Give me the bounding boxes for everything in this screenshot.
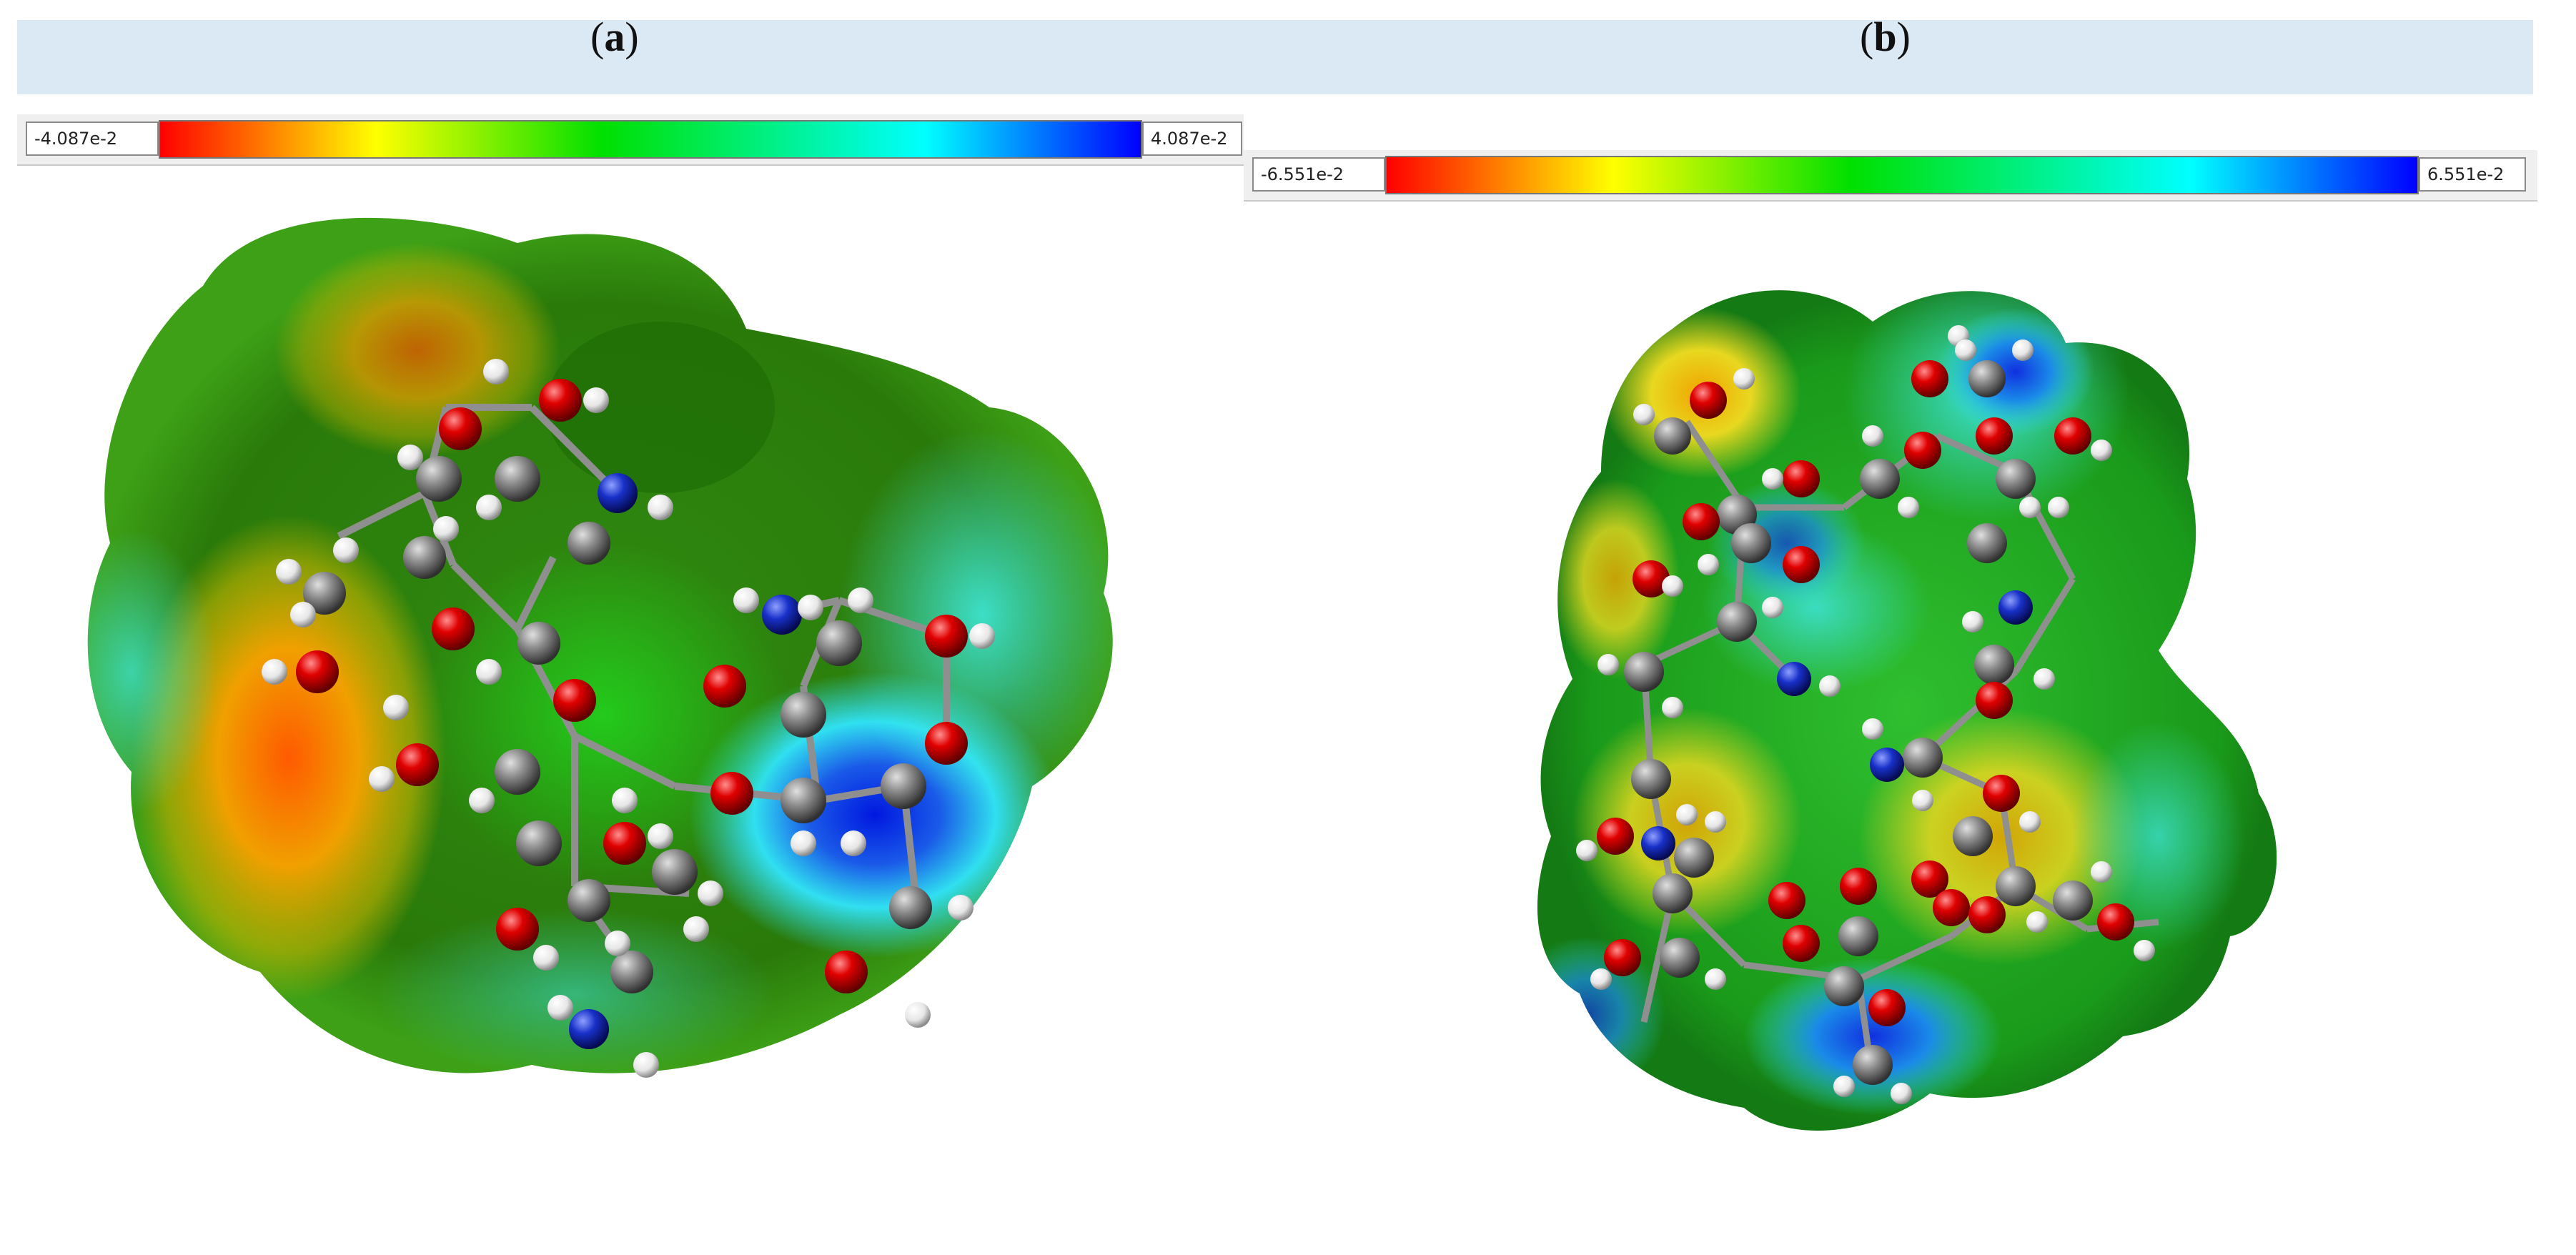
molecule-surface-a (87, 217, 1113, 1078)
scale-max-value-b: 6.551e-2 (2419, 157, 2526, 192)
panel-header-bar (17, 20, 2533, 94)
atoms-b (1576, 325, 2155, 1104)
panel-a-label: (a) (590, 14, 639, 60)
scale-max-value-a: 4.087e-2 (1142, 121, 1242, 156)
electrostatic-surface-a (87, 217, 1113, 1073)
scale-min-value-a: -4.087e-2 (26, 121, 159, 156)
scale-gradient-b (1385, 156, 2419, 194)
color-scale-bar-b: -6.551e-2 6.551e-2 (1244, 150, 2537, 202)
scale-gradient-a (159, 120, 1142, 159)
panel-b-label: (b) (1860, 14, 1911, 60)
molecule-surface-b (1537, 290, 2277, 1131)
color-scale-bar-a: -4.087e-2 4.087e-2 (17, 114, 1244, 166)
atoms-a (262, 359, 995, 1078)
scale-min-value-b: -6.551e-2 (1252, 157, 1385, 192)
